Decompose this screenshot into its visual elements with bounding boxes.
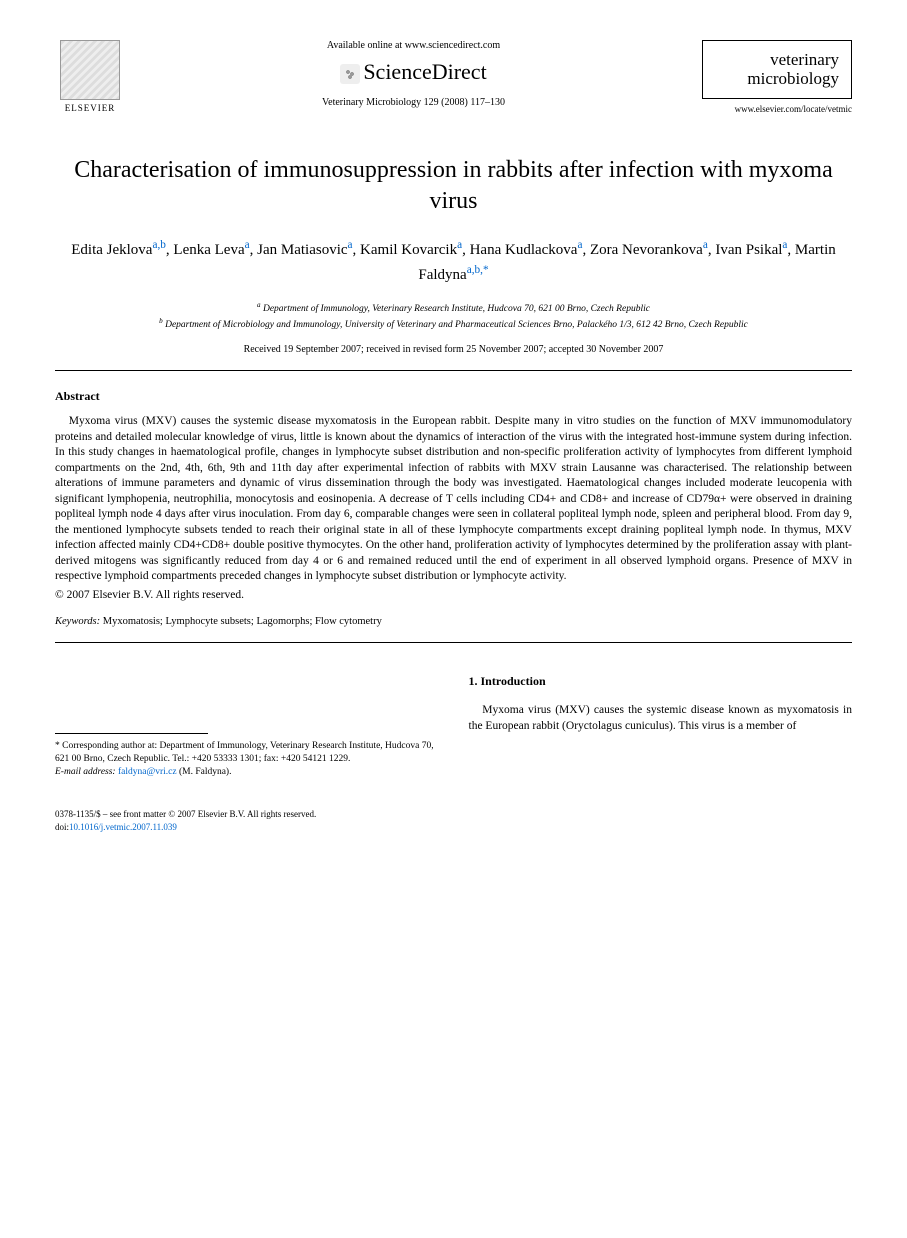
journal-box: veterinary microbiology	[702, 40, 852, 99]
affiliation-a: a Department of Immunology, Veterinary R…	[55, 301, 852, 316]
page-footer: 0378-1135/$ – see front matter © 2007 El…	[55, 808, 852, 833]
affiliation-link[interactable]: a	[703, 239, 708, 251]
affiliation-link[interactable]: a,b,*	[467, 264, 489, 276]
center-header: Available online at www.sciencedirect.co…	[125, 40, 702, 108]
authors-list: Edita Jeklovaa,b, Lenka Levaa, Jan Matia…	[55, 237, 852, 286]
publisher-name: ELSEVIER	[65, 103, 116, 113]
abstract-heading: Abstract	[55, 389, 852, 404]
keywords-label: Keywords:	[55, 616, 100, 627]
abstract-copyright: © 2007 Elsevier B.V. All rights reserved…	[55, 589, 852, 601]
sciencedirect-logo: ScienceDirect	[145, 59, 682, 85]
author: Lenka Levaa	[173, 242, 249, 258]
elsevier-tree-icon	[60, 40, 120, 100]
keywords-text: Myxomatosis; Lymphocyte subsets; Lagomor…	[100, 616, 382, 627]
header-row: ELSEVIER Available online at www.science…	[55, 40, 852, 120]
available-online-text: Available online at www.sciencedirect.co…	[145, 40, 682, 51]
affiliation-b: b Department of Microbiology and Immunol…	[55, 317, 852, 332]
author: Edita Jeklovaa,b	[71, 242, 166, 258]
journal-name: veterinary microbiology	[715, 51, 839, 88]
rule-bottom	[55, 642, 852, 643]
abstract-text: Myxoma virus (MXV) causes the systemic d…	[55, 414, 852, 585]
article-title: Characterisation of immunosuppression in…	[55, 155, 852, 217]
doi-link[interactable]: 10.1016/j.vetmic.2007.11.039	[69, 822, 177, 832]
two-column-body: * Corresponding author at: Department of…	[55, 673, 852, 778]
footnote-text: * Corresponding author at: Department of…	[55, 741, 434, 764]
author: Kamil Kovarcika	[360, 242, 462, 258]
affiliation-link[interactable]: a	[577, 239, 582, 251]
article-dates: Received 19 September 2007; received in …	[55, 344, 852, 355]
author: Jan Matiasovica	[257, 242, 352, 258]
footer-copyright: 0378-1135/$ – see front matter © 2007 El…	[55, 808, 852, 821]
email-label: E-mail address:	[55, 767, 116, 777]
keywords: Keywords: Myxomatosis; Lymphocyte subset…	[55, 616, 852, 627]
elsevier-logo: ELSEVIER	[55, 40, 125, 120]
rule-top	[55, 370, 852, 371]
journal-reference: Veterinary Microbiology 129 (2008) 117–1…	[145, 97, 682, 108]
footer-doi: doi:10.1016/j.vetmic.2007.11.039	[55, 821, 852, 834]
author: Hana Kudlackovaa	[470, 242, 583, 258]
sciencedirect-text: ScienceDirect	[363, 59, 486, 84]
affiliation-link[interactable]: a	[782, 239, 787, 251]
affiliation-link[interactable]: a	[245, 239, 250, 251]
left-column: * Corresponding author at: Department of…	[55, 673, 439, 778]
introduction-heading: 1. Introduction	[469, 673, 853, 690]
affiliation-link[interactable]: a,b	[152, 239, 165, 251]
footnote-rule	[55, 733, 208, 734]
journal-url: www.elsevier.com/locate/vetmic	[735, 104, 852, 114]
affiliations: a Department of Immunology, Veterinary R…	[55, 301, 852, 332]
email-name: (M. Faldyna).	[179, 767, 232, 777]
affiliation-link[interactable]: a	[348, 239, 353, 251]
email-link[interactable]: faldyna@vri.cz	[118, 767, 177, 777]
introduction-text: Myxoma virus (MXV) causes the systemic d…	[469, 702, 853, 734]
right-column: 1. Introduction Myxoma virus (MXV) cause…	[469, 673, 853, 778]
journal-box-column: veterinary microbiology www.elsevier.com…	[702, 40, 852, 114]
affiliation-link[interactable]: a	[457, 239, 462, 251]
author: Ivan Psikala	[715, 242, 787, 258]
author: Zora Nevorankovaa	[590, 242, 708, 258]
corresponding-author-footnote: * Corresponding author at: Department of…	[55, 740, 439, 778]
sciencedirect-icon	[340, 64, 360, 84]
